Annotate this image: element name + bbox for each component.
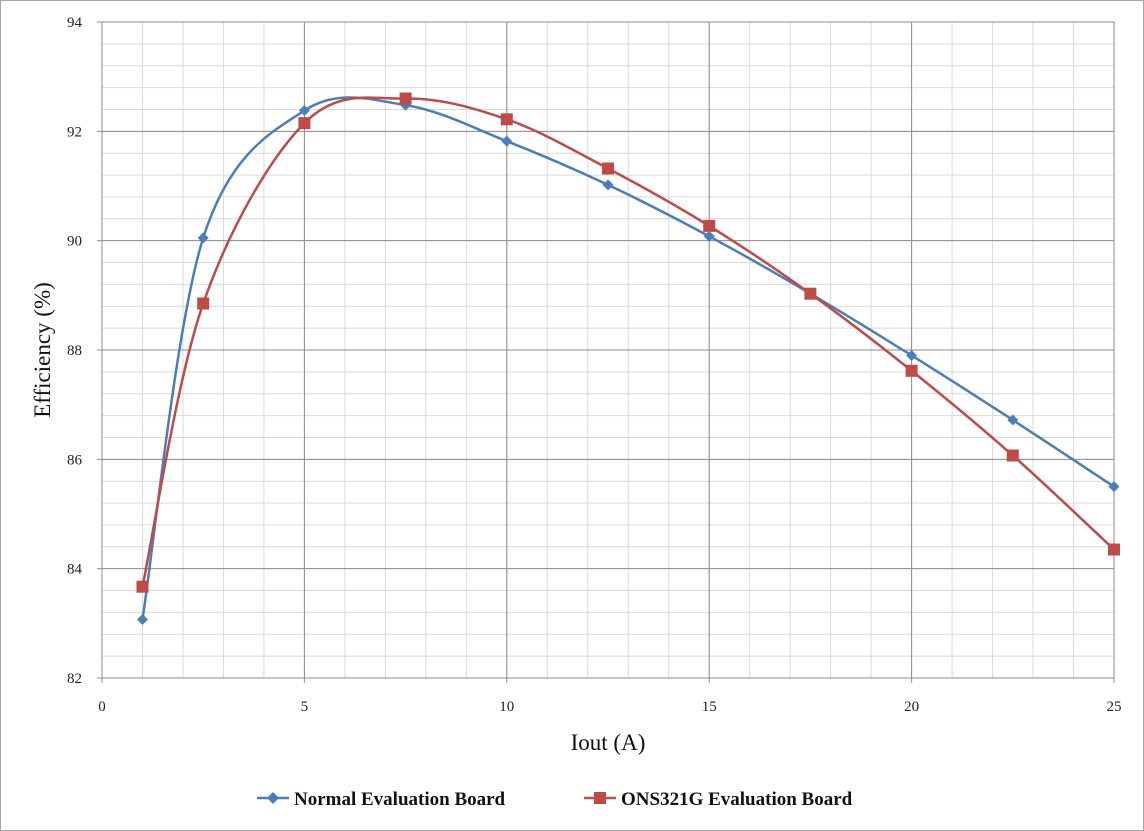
data-point-diamond [298, 105, 310, 117]
data-point-square [298, 117, 311, 130]
y-tick-label: 94 [67, 15, 83, 31]
legend: Normal Evaluation Board ONS321G Evaluati… [257, 789, 853, 810]
y-tick-label: 84 [67, 562, 83, 578]
legend-label-normal: Normal Evaluation Board [294, 789, 506, 810]
x-tick-label: 15 [702, 699, 717, 715]
axes: 0 5 10 15 20 25 82 84 86 88 90 92 94 [67, 15, 1122, 715]
x-tick-label: 5 [301, 699, 309, 715]
data-point-square [1006, 449, 1019, 462]
data-point-square [602, 162, 614, 175]
x-tick-label: 25 [1107, 699, 1122, 715]
data-point-diamond [197, 232, 209, 244]
y-tick-label: 92 [67, 124, 82, 140]
data-point-square [804, 287, 817, 300]
data-point-diamond [136, 614, 148, 626]
data-point-square [197, 297, 210, 310]
y-tick-label: 90 [67, 234, 82, 250]
data-point-square [1108, 543, 1120, 556]
legend-marker-diamond [267, 792, 279, 804]
data-point-diamond [501, 135, 513, 147]
series-line-normal [141, 96, 1115, 620]
x-tick-label: 10 [499, 699, 514, 715]
legend-item-normal: Normal Evaluation Board [257, 789, 506, 810]
y-axis-title: Efficiency (%) [30, 282, 55, 418]
x-axis-title: Iout (A) [571, 730, 646, 755]
data-point-diamond [1108, 481, 1120, 493]
grid [101, 21, 1115, 679]
data-point-square [905, 364, 918, 377]
legend-item-ons321g: ONS321G Evaluation Board [584, 789, 853, 810]
data-point-square [500, 113, 513, 126]
x-tick-label: 0 [98, 699, 106, 715]
data-point-square [703, 219, 716, 232]
data-point-diamond [1007, 414, 1019, 426]
series-layer [136, 92, 1120, 626]
series-line-ons321g [141, 96, 1115, 587]
x-tick-label: 20 [904, 699, 919, 715]
y-tick-label: 88 [67, 343, 82, 359]
y-tick-label: 86 [67, 452, 83, 468]
data-point-diamond [703, 230, 715, 242]
data-point-square [399, 92, 412, 105]
data-point-diamond [906, 349, 918, 361]
plot-area-border [101, 21, 1115, 679]
legend-marker-square [594, 792, 606, 804]
legend-label-ons321g: ONS321G Evaluation Board [621, 789, 853, 810]
data-point-diamond [602, 179, 614, 191]
y-tick-label: 82 [67, 671, 82, 687]
data-point-square [136, 580, 149, 593]
